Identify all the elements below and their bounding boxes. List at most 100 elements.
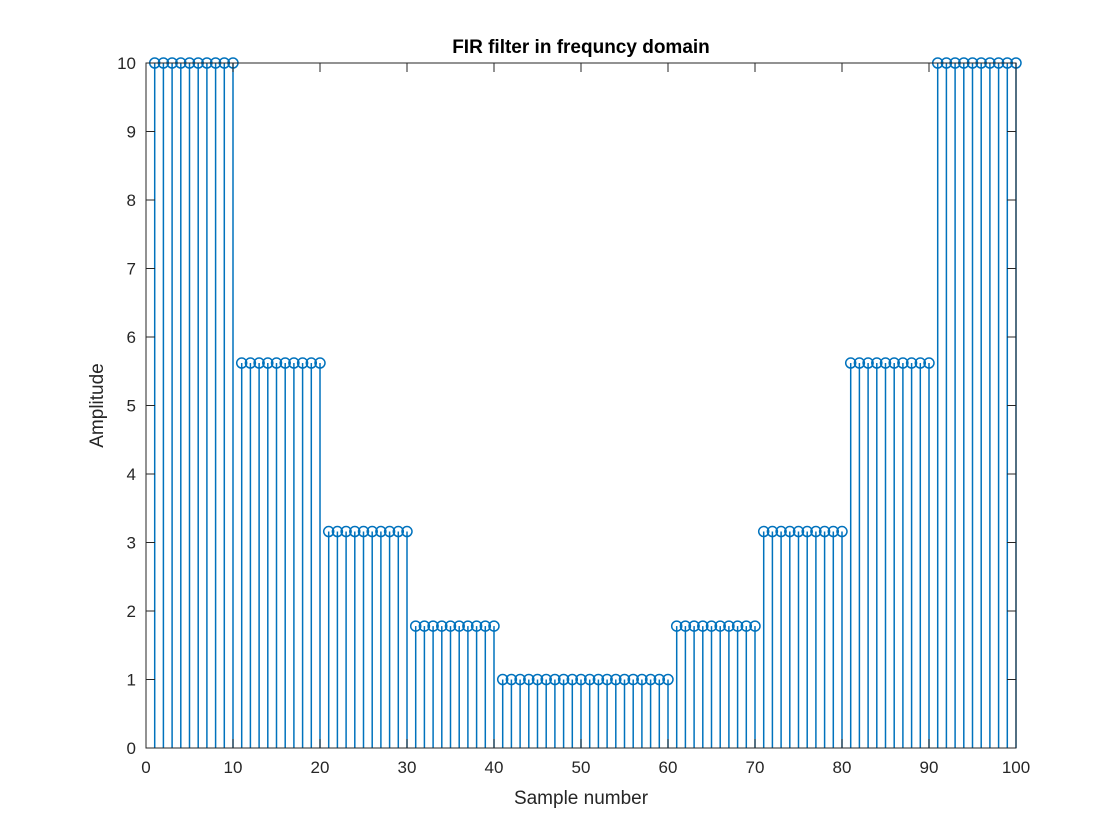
stem-marker (801, 525, 813, 538)
stem-marker (531, 673, 544, 686)
stem-marker (914, 357, 927, 369)
stem-marker (488, 620, 500, 632)
stem-marker (549, 673, 561, 686)
y-tick-label: 8 (127, 191, 136, 210)
stem-marker (601, 673, 613, 686)
stem-marker (575, 673, 587, 686)
stem-marker (905, 357, 918, 369)
stem-marker (862, 357, 874, 369)
stem-marker (723, 620, 735, 632)
stem-marker (357, 525, 370, 538)
y-tick-label: 5 (127, 397, 136, 416)
stem-marker (749, 620, 761, 632)
y-tick-label: 10 (117, 54, 136, 73)
y-tick-label: 0 (127, 739, 136, 758)
stem-marker (279, 357, 291, 369)
x-tick-label: 60 (659, 758, 678, 777)
stem-marker (462, 620, 474, 632)
stem-marker (714, 620, 726, 632)
axes: 0 10 20 30 40 50 60 70 80 90 100 0 1 2 3 4 5 6 7 8 9 10 (117, 54, 1030, 777)
x-tick-label: 10 (224, 758, 243, 777)
y-tick-label: 1 (127, 671, 136, 690)
stem-marker (427, 620, 439, 632)
stem-marker (401, 525, 413, 538)
stem-marker (444, 620, 457, 632)
stem-marker (453, 620, 465, 632)
stem-marker (757, 525, 770, 538)
stem-marker (366, 525, 378, 538)
stem-marker (766, 525, 779, 538)
y-tick-label: 2 (127, 602, 136, 621)
stem-marker (314, 357, 326, 369)
stem-marker (262, 357, 274, 369)
stem-marker (505, 673, 518, 686)
stem-marker (679, 620, 692, 632)
stem-marker (627, 673, 639, 686)
stem-marker (871, 357, 883, 369)
stem-marker (653, 673, 666, 686)
x-tick-label: 40 (485, 758, 504, 777)
stem-marker (270, 357, 283, 369)
stem-marker (827, 525, 840, 538)
x-tick-label: 50 (572, 758, 591, 777)
stem-marker (470, 620, 483, 632)
stem-marker (888, 357, 900, 369)
stem-marker (288, 357, 300, 369)
chart-title: FIR filter in frequncy domain (452, 37, 710, 58)
stem-marker (392, 525, 405, 538)
stem-marker (810, 525, 822, 538)
stem-marker (305, 357, 318, 369)
stem-marker (479, 620, 492, 632)
y-tick-label: 9 (127, 123, 136, 142)
y-tick-label: 4 (127, 465, 136, 484)
x-tick-label: 20 (311, 758, 330, 777)
stem-marker (853, 357, 866, 369)
stem-marker (418, 620, 431, 632)
stem-marker (340, 525, 352, 538)
stem-marker (592, 673, 605, 686)
stem-marker (644, 673, 657, 686)
stem-marker (923, 357, 935, 369)
y-tick-label: 6 (127, 328, 136, 347)
stem-marker (818, 525, 831, 538)
stem-marker (731, 620, 744, 632)
stem-marker (322, 525, 335, 538)
stem-marker (836, 525, 848, 538)
stem-marker (636, 673, 648, 686)
stem-marker (375, 525, 387, 538)
x-axis-label: Sample number (514, 788, 649, 809)
stem-marker (844, 357, 857, 369)
y-tick-label: 3 (127, 534, 136, 553)
stem-marker (740, 620, 753, 632)
stem-marker (697, 620, 709, 632)
stem-marker (409, 620, 422, 632)
x-tick-label: 70 (746, 758, 765, 777)
x-tick-label: 0 (141, 758, 150, 777)
y-axis-label: Amplitude (87, 363, 108, 448)
stem-marker (670, 620, 683, 632)
stem-marker (514, 673, 526, 686)
stem-marker (610, 673, 622, 686)
stem-marker (296, 357, 309, 369)
stem-marker (540, 673, 552, 686)
stem-marker (383, 525, 396, 538)
stem-marker (897, 357, 909, 369)
stem-marker (705, 620, 718, 632)
stem-marker (557, 673, 570, 686)
stem-marker (436, 620, 448, 632)
x-tick-label: 80 (833, 758, 852, 777)
stem-marker (688, 620, 700, 632)
stem-marker (331, 525, 344, 538)
stem-marker (496, 673, 509, 686)
stem-marker (566, 673, 579, 686)
stem-marker (662, 673, 674, 686)
stem-marker (879, 357, 892, 369)
stem-marker (349, 525, 361, 538)
stem-marker (523, 673, 535, 686)
stem-marker (792, 525, 805, 538)
stem-marker (583, 673, 596, 686)
stem-marker (235, 357, 248, 369)
x-tick-label: 90 (920, 758, 939, 777)
